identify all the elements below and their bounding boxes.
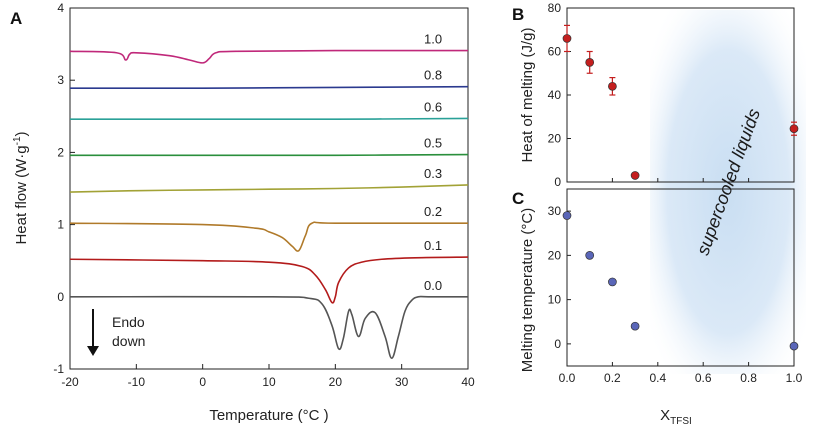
a-xtick-label: -10 xyxy=(128,375,146,389)
ytick-label: 60 xyxy=(548,45,562,59)
series-line-0.1 xyxy=(69,256,469,304)
ytick-label: 20 xyxy=(548,132,562,146)
series-line-0.8 xyxy=(69,85,469,89)
a-xtick-label: 30 xyxy=(395,375,409,389)
ytick-label: 80 xyxy=(548,1,562,15)
a-xtick-label: -20 xyxy=(61,375,79,389)
supercooled-region xyxy=(650,10,806,374)
a-xtick-label: 40 xyxy=(461,375,475,389)
data-point-1 xyxy=(585,251,595,260)
data-point-4 xyxy=(789,341,799,351)
panel-a-ylabel: Heat flow (W·g-1) xyxy=(12,131,30,244)
series-line-0.0 xyxy=(69,295,468,359)
panel-c-frame xyxy=(566,188,795,367)
a-xtick-label: 0 xyxy=(199,375,206,389)
data-point-2 xyxy=(608,277,617,287)
xtick-label: 0.4 xyxy=(649,371,666,385)
xtick-label: 0.8 xyxy=(740,371,757,385)
a-xtick-label: 20 xyxy=(329,375,343,389)
panel-a-ylabel-tail: ) xyxy=(13,131,30,136)
endo-arrow-head xyxy=(87,346,99,356)
data-point-4 xyxy=(789,124,799,134)
ytick-label: 40 xyxy=(548,88,562,102)
series-label-0.2: 0.2 xyxy=(424,204,442,219)
series-label-0.6: 0.6 xyxy=(424,99,442,114)
ytick-label: 30 xyxy=(548,204,562,218)
xtick-label: 0.0 xyxy=(559,371,576,385)
panel-label-a: A xyxy=(10,9,22,28)
xtick-label: 0.2 xyxy=(604,371,621,385)
ytick-label: 0 xyxy=(554,175,561,189)
series-label-1.0: 1.0 xyxy=(424,32,442,47)
annotation-endo: Endo xyxy=(112,314,145,330)
a-ytick-label: -1 xyxy=(53,362,64,376)
a-ytick-label: 2 xyxy=(57,145,64,159)
panel-c-xlabel-main: X xyxy=(660,407,670,424)
data-point-1 xyxy=(585,58,595,67)
data-point-3 xyxy=(630,321,640,331)
data-point-0 xyxy=(562,211,572,220)
series-label-0.5: 0.5 xyxy=(424,136,442,151)
series-line-0.6 xyxy=(70,117,469,121)
data-point-2 xyxy=(608,81,617,91)
panel-c-ylabel: Melting temperature (°C) xyxy=(519,208,536,372)
xtick-label: 1.0 xyxy=(786,371,803,385)
a-ytick-label: 1 xyxy=(57,218,64,232)
series-label-0.3: 0.3 xyxy=(424,166,442,181)
panel-label-b: B xyxy=(512,5,524,24)
a-ytick-label: 0 xyxy=(57,290,64,304)
panel-b-plot: 0 20 40 60 80 Heat of melting (J/g) xyxy=(519,1,799,189)
panel-c-xlabel: XTFSI xyxy=(660,407,692,427)
data-point-3 xyxy=(630,171,640,180)
panel-c-plot: 0.0 0.2 0.4 0.6 0.8 1.0 0 10 20 30 Melting temper… xyxy=(519,188,803,427)
annotation-down: down xyxy=(112,333,145,349)
panel-c-xlabel-sub: TFSI xyxy=(670,416,692,427)
panel-a-xlabel: Temperature (°C ) xyxy=(209,407,328,424)
xtick-label: 0.6 xyxy=(695,371,712,385)
a-xtick-label: 10 xyxy=(262,375,276,389)
series-label-0.8: 0.8 xyxy=(424,68,442,83)
series-line-1.0 xyxy=(69,49,469,64)
a-ytick-label: 3 xyxy=(57,73,64,87)
series-line-0.2 xyxy=(69,221,468,252)
panel-a-ylabel-sup: -1 xyxy=(12,136,23,145)
series-label-0.1: 0.1 xyxy=(424,238,442,253)
ytick-label: 0 xyxy=(554,337,561,351)
ytick-label: 20 xyxy=(548,248,562,262)
panel-label-c: C xyxy=(512,189,524,208)
panel-b-ylabel: Heat of melting (J/g) xyxy=(519,27,536,162)
a-ytick-label: 4 xyxy=(57,1,64,15)
series-line-0.5 xyxy=(69,153,469,157)
panel-a-ylabel-main: Heat flow (W·g xyxy=(13,145,30,244)
ytick-label: 10 xyxy=(548,293,562,307)
series-line-0.3 xyxy=(69,184,469,193)
series-label-0.0: 0.0 xyxy=(424,278,442,293)
data-point-0 xyxy=(562,34,572,43)
